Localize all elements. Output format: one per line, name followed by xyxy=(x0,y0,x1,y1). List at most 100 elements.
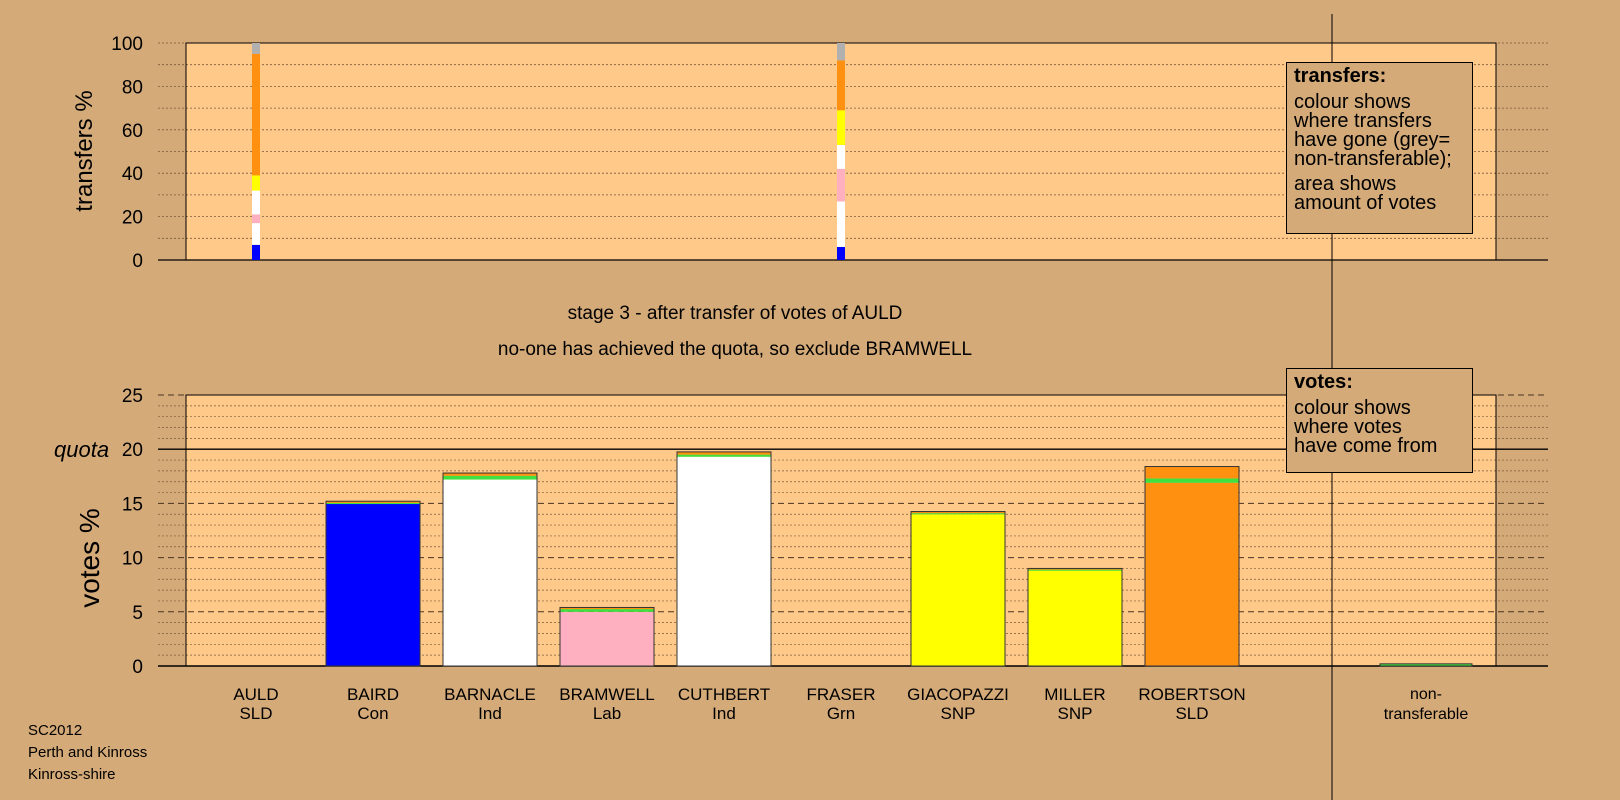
vote-bar-segment xyxy=(560,611,654,666)
vote-bar-outline xyxy=(325,500,421,667)
votes-legend-line: have come from xyxy=(1294,435,1438,457)
transfer-bar-segment xyxy=(252,244,260,260)
vote-bar-segment xyxy=(677,451,771,455)
transfers-y-axis-label: transfers % xyxy=(71,90,98,211)
transfer-bar-segment xyxy=(837,168,845,202)
transfer-bar-segment xyxy=(837,43,845,61)
candidate-name-label: FRASER xyxy=(807,685,876,704)
candidate-party-label: SLD xyxy=(1175,704,1208,723)
votes-y-axis-label: votes % xyxy=(74,508,105,608)
vote-bar-outline xyxy=(1027,567,1123,667)
vote-bar-segment xyxy=(326,503,420,666)
candidate-party-label: SLD xyxy=(239,704,272,723)
candidate-party-label: Ind xyxy=(712,704,736,723)
votes-y-tick-label: 5 xyxy=(132,603,143,624)
vote-bar-segment xyxy=(560,607,654,610)
vote-bar-segment xyxy=(911,514,1005,666)
transfer-bar-segment xyxy=(837,246,845,260)
nontransferable-label: non- xyxy=(1410,686,1442,703)
transfers-y-tick-label: 80 xyxy=(122,77,143,98)
transfers-legend-text-1: colour shows where transfers have gone (… xyxy=(1294,91,1465,170)
transfers-y-tick-label: 0 xyxy=(132,251,143,272)
transfers-legend: transfers: colour shows where transfers … xyxy=(1286,62,1473,234)
vote-bar-outline xyxy=(910,511,1006,667)
transfer-bar-segment xyxy=(252,223,260,245)
transfer-bar-segment xyxy=(252,175,260,191)
transfers-legend-text-2: area shows amount of votes xyxy=(1294,173,1465,214)
transfer-bar-segment xyxy=(837,201,845,247)
transfer-bar-segment xyxy=(252,214,260,224)
votes-y-tick-label: 25 xyxy=(122,386,143,407)
candidate-name-label: MILLER xyxy=(1044,685,1105,704)
vote-bar-segment xyxy=(443,473,537,476)
vote-bar-segment xyxy=(911,513,1005,515)
quota-label: quota xyxy=(54,437,109,462)
votes-y-tick-label: 20 xyxy=(122,440,143,461)
candidate-name-label: ROBERTSON xyxy=(1138,685,1245,704)
transfers-legend-title: transfers: xyxy=(1294,65,1387,87)
transfers-y-tick-label: 60 xyxy=(122,121,143,142)
vote-bar-segment xyxy=(677,454,771,457)
vote-bar-segment xyxy=(1028,569,1122,571)
vote-bar-outline xyxy=(676,451,772,667)
candidate-name-label: GIACOPAZZI xyxy=(907,685,1009,704)
candidate-name-label: BARNACLE xyxy=(444,685,536,704)
transfer-bar-segment xyxy=(837,60,845,111)
vote-bar-outline xyxy=(442,472,538,667)
transfers-legend-line: where transfers xyxy=(1294,110,1432,132)
votes-legend-title: votes: xyxy=(1294,371,1353,393)
vote-bar-segment xyxy=(1145,482,1239,666)
footer-council: Perth and Kinross xyxy=(28,744,148,761)
transfer-bar-segment xyxy=(837,144,845,169)
votes-legend-text: colour shows where votes have come from xyxy=(1294,397,1465,457)
nontransferable-label: transferable xyxy=(1384,706,1469,723)
votes-legend-line: colour shows xyxy=(1294,397,1411,419)
candidate-party-label: Con xyxy=(357,704,388,723)
candidate-party-label: Ind xyxy=(478,704,502,723)
vote-bar-segment xyxy=(326,502,420,505)
candidate-name-label: BAIRD xyxy=(347,685,399,704)
transfers-legend-line: non-transferable); xyxy=(1294,148,1452,170)
vote-bar-segment xyxy=(1028,570,1122,666)
candidate-party-label: SNP xyxy=(941,704,976,723)
vote-bar-segment xyxy=(560,609,654,612)
transfer-bar-segment xyxy=(252,43,260,54)
vote-bar-segment xyxy=(1145,478,1239,483)
votes-legend: votes: colour shows where votes have com… xyxy=(1286,368,1473,473)
transfers-legend-line: amount of votes xyxy=(1294,192,1437,214)
candidate-name-label: BRAMWELL xyxy=(559,685,654,704)
candidate-party-label: SNP xyxy=(1058,704,1093,723)
transfers-y-tick-label: 40 xyxy=(122,164,143,185)
transfers-legend-line: area shows xyxy=(1294,173,1397,195)
candidate-name-label: CUTHBERT xyxy=(678,685,770,704)
transfer-bar-segment xyxy=(252,190,260,215)
candidate-name-label: AULD xyxy=(233,685,278,704)
nontransferable-bar xyxy=(1379,663,1473,667)
vote-bar-segment xyxy=(677,456,771,666)
stage-title: stage 3 - after transfer of votes of AUL… xyxy=(568,303,903,324)
votes-y-tick-label: 15 xyxy=(122,494,143,515)
vote-bar-segment xyxy=(443,475,537,480)
candidate-party-label: Grn xyxy=(827,704,855,723)
vote-bar-segment xyxy=(326,501,420,503)
vote-bar-outline xyxy=(1144,466,1240,667)
vote-bar-segment xyxy=(1028,568,1122,570)
vote-bar-segment xyxy=(443,479,537,666)
vote-bar-segment xyxy=(911,511,1005,514)
votes-y-tick-label: 0 xyxy=(132,657,143,678)
votes-y-tick-label: 10 xyxy=(122,549,143,570)
vote-bar-outline xyxy=(559,606,655,667)
transfers-legend-line: have gone (grey= xyxy=(1294,129,1451,151)
transfer-bar-segment xyxy=(837,110,845,145)
transfers-legend-line: colour shows xyxy=(1294,91,1411,113)
votes-legend-line: where votes xyxy=(1294,416,1402,438)
footer-ward: Kinross-shire xyxy=(28,766,116,783)
candidate-party-label: Lab xyxy=(593,704,621,723)
vote-bar-segment xyxy=(1145,466,1239,479)
stage-subtitle: no-one has achieved the quota, so exclud… xyxy=(498,339,972,360)
transfer-bar-segment xyxy=(252,53,260,176)
footer-election: SC2012 xyxy=(28,722,83,739)
transfers-y-tick-label: 100 xyxy=(111,34,143,55)
transfers-y-tick-label: 20 xyxy=(122,208,143,229)
